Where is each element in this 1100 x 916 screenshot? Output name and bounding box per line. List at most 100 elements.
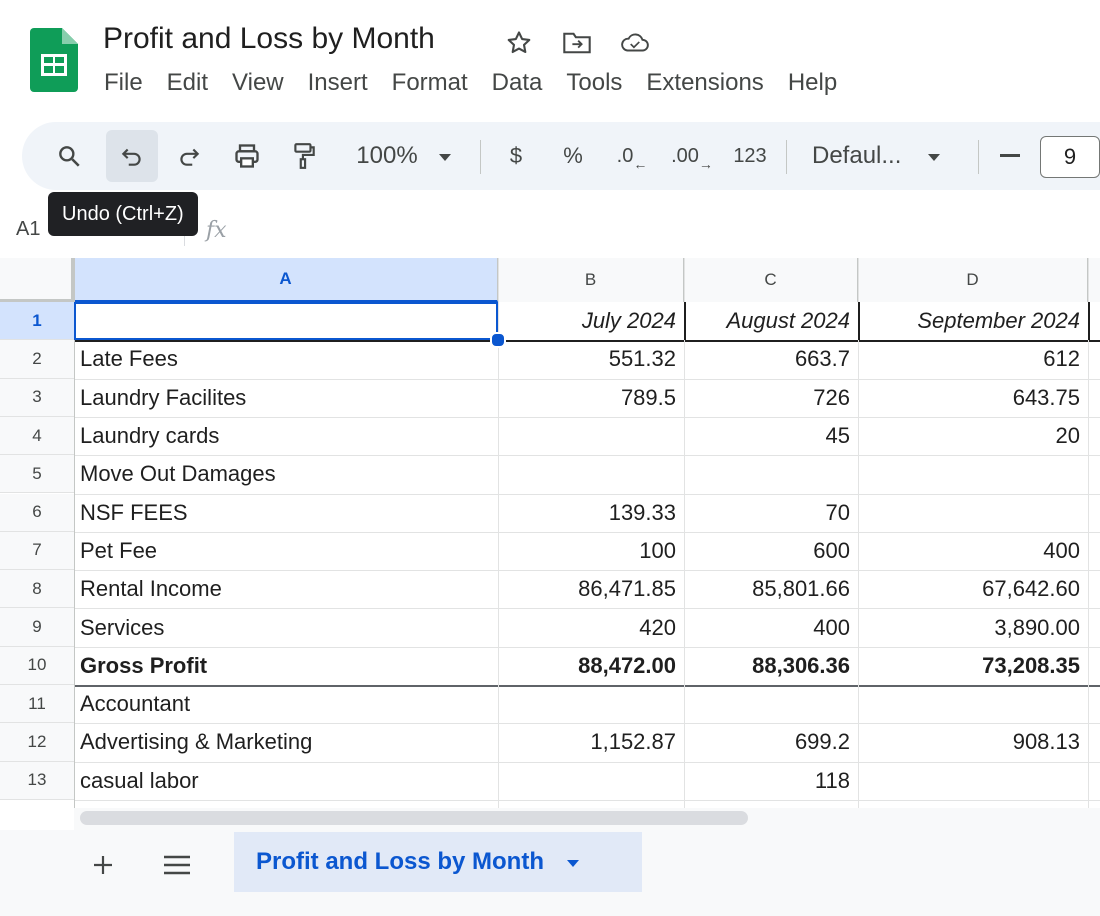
- cell-b10[interactable]: 88,472.00: [498, 647, 684, 685]
- cell-a13[interactable]: casual labor: [74, 762, 498, 800]
- document-title[interactable]: Profit and Loss by Month: [103, 22, 435, 56]
- cell-a9[interactable]: Services: [74, 608, 498, 646]
- row-header[interactable]: 12: [0, 723, 74, 761]
- redo-icon[interactable]: [166, 122, 212, 190]
- move-to-folder-icon[interactable]: [562, 30, 592, 56]
- cell-a11[interactable]: Accountant: [74, 685, 498, 723]
- sheets-logo[interactable]: [30, 28, 78, 92]
- cell-d12[interactable]: 908.13: [858, 723, 1088, 761]
- cell-a4[interactable]: Laundry cards: [74, 417, 498, 455]
- row-header[interactable]: 6: [0, 494, 74, 532]
- font-select[interactable]: Defaul...: [812, 122, 962, 190]
- cell-c5[interactable]: [684, 455, 858, 493]
- plus-icon[interactable]: [76, 838, 130, 892]
- cell-b4[interactable]: [498, 417, 684, 455]
- zoom-select[interactable]: 100%: [344, 122, 464, 190]
- star-icon[interactable]: [504, 30, 534, 56]
- increase-decimal-button[interactable]: .00 →: [666, 122, 718, 190]
- cell-d13[interactable]: [858, 762, 1088, 800]
- menu-format[interactable]: Format: [380, 69, 480, 97]
- cell-d10[interactable]: 73,208.35: [858, 647, 1088, 685]
- cell-b7[interactable]: 100: [498, 532, 684, 570]
- cell-d4[interactable]: 20: [858, 417, 1088, 455]
- row-header[interactable]: 7: [0, 532, 74, 570]
- dropdown-arrow-icon[interactable]: [566, 848, 580, 876]
- cell-d6[interactable]: [858, 494, 1088, 532]
- cell-a7[interactable]: Pet Fee: [74, 532, 498, 570]
- cell-d8[interactable]: 67,642.60: [858, 570, 1088, 608]
- column-header-c[interactable]: C: [684, 258, 858, 302]
- cell-b13[interactable]: [498, 762, 684, 800]
- menu-extensions[interactable]: Extensions: [634, 69, 775, 97]
- cell-b5[interactable]: [498, 455, 684, 493]
- cell-d2[interactable]: 612: [858, 340, 1088, 378]
- all-sheets-icon[interactable]: [150, 838, 204, 892]
- decrease-decimal-button[interactable]: .0 ←: [608, 122, 656, 190]
- horizontal-scroll-thumb[interactable]: [80, 811, 748, 825]
- cell-a10[interactable]: Gross Profit: [74, 647, 498, 685]
- cell-c11[interactable]: [684, 685, 858, 723]
- menu-tools[interactable]: Tools: [554, 69, 634, 97]
- cell-d7[interactable]: 400: [858, 532, 1088, 570]
- row-header[interactable]: 13: [0, 762, 74, 800]
- sheet-tab-active[interactable]: Profit and Loss by Month: [234, 832, 642, 892]
- cell-b3[interactable]: 789.5: [498, 379, 684, 417]
- row-header[interactable]: 3: [0, 379, 74, 417]
- row-header[interactable]: 5: [0, 455, 74, 493]
- cell-a2[interactable]: Late Fees: [74, 340, 498, 378]
- cell-a5[interactable]: Move Out Damages: [74, 455, 498, 493]
- font-size-input[interactable]: 9: [1040, 136, 1100, 178]
- paint-format-icon[interactable]: [282, 122, 326, 190]
- number-format-button[interactable]: 123: [728, 122, 772, 190]
- minus-icon[interactable]: [992, 122, 1028, 190]
- cell-c12[interactable]: 699.2: [684, 723, 858, 761]
- cell-d9[interactable]: 3,890.00: [858, 608, 1088, 646]
- cell-b8[interactable]: 86,471.85: [498, 570, 684, 608]
- column-header-a[interactable]: A: [74, 258, 498, 302]
- cell-c7[interactable]: 600: [684, 532, 858, 570]
- menu-help[interactable]: Help: [776, 69, 849, 97]
- search-icon[interactable]: [48, 122, 90, 190]
- cell-a6[interactable]: NSF FEES: [74, 494, 498, 532]
- currency-format-button[interactable]: $: [496, 122, 536, 190]
- cell-c1[interactable]: August 2024: [684, 302, 858, 340]
- undo-icon[interactable]: [106, 130, 158, 182]
- cell-c9[interactable]: 400: [684, 608, 858, 646]
- menu-edit[interactable]: Edit: [155, 69, 220, 97]
- percent-format-button[interactable]: %: [552, 122, 594, 190]
- fill-handle[interactable]: [490, 332, 506, 348]
- column-header-d[interactable]: D: [858, 258, 1088, 302]
- cell-c10[interactable]: 88,306.36: [684, 647, 858, 685]
- row-header[interactable]: 10: [0, 647, 74, 685]
- row-header[interactable]: 8: [0, 570, 74, 608]
- cell-b11[interactable]: [498, 685, 684, 723]
- cloud-saved-icon[interactable]: [620, 30, 650, 56]
- spreadsheet-grid[interactable]: A B C D 1 July 2024 August 2024 September 2…: [0, 258, 1100, 808]
- menu-data[interactable]: Data: [480, 69, 555, 97]
- cell-a12[interactable]: Advertising & Marketing: [74, 723, 498, 761]
- select-all-corner[interactable]: [0, 258, 74, 302]
- cell-d11[interactable]: [858, 685, 1088, 723]
- cell-b2[interactable]: 551.32: [498, 340, 684, 378]
- cell-b1[interactable]: July 2024: [498, 302, 684, 340]
- cell-c4[interactable]: 45: [684, 417, 858, 455]
- menu-view[interactable]: View: [220, 69, 296, 97]
- print-icon[interactable]: [224, 122, 270, 190]
- row-header[interactable]: 11: [0, 685, 74, 723]
- column-header-b[interactable]: B: [498, 258, 684, 302]
- row-header[interactable]: 4: [0, 417, 74, 455]
- cell-d5[interactable]: [858, 455, 1088, 493]
- cell-d1[interactable]: September 2024: [858, 302, 1088, 340]
- row-header[interactable]: 2: [0, 340, 74, 378]
- cell-a3[interactable]: Laundry Facilites: [74, 379, 498, 417]
- row-header[interactable]: 1: [0, 302, 74, 340]
- cell-c6[interactable]: 70: [684, 494, 858, 532]
- menu-file[interactable]: File: [92, 69, 155, 97]
- cell-b12[interactable]: 1,152.87: [498, 723, 684, 761]
- cell-c3[interactable]: 726: [684, 379, 858, 417]
- cell-b9[interactable]: 420: [498, 608, 684, 646]
- cell-c13[interactable]: 118: [684, 762, 858, 800]
- row-header[interactable]: 9: [0, 608, 74, 646]
- cell-a8[interactable]: Rental Income: [74, 570, 498, 608]
- cell-c8[interactable]: 85,801.66: [684, 570, 858, 608]
